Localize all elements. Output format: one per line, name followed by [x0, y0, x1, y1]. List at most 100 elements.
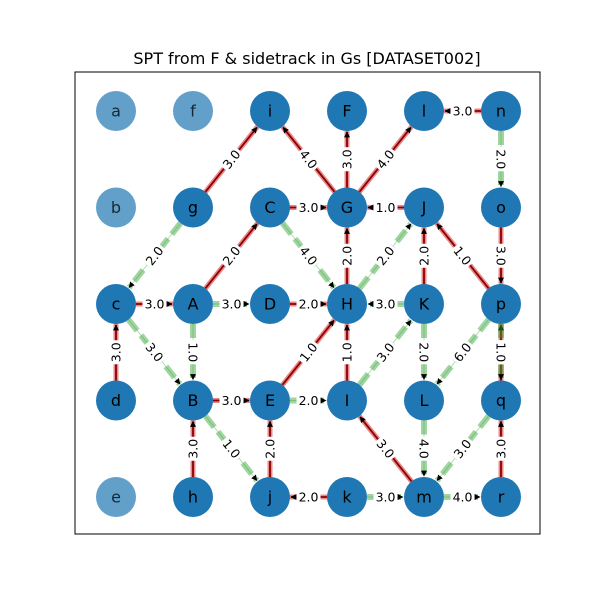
- edge-label-h-B: 3.0: [185, 436, 201, 461]
- node-circle: [404, 91, 444, 131]
- graph-node-b: b: [96, 187, 136, 228]
- edge-label-bg: [493, 436, 509, 461]
- graph-node-F: F: [327, 91, 367, 131]
- node-circle: [327, 187, 367, 228]
- edge-label-bg: [296, 296, 321, 312]
- edge-label-H-G: 2.0: [339, 243, 355, 268]
- edge-label-bg: [448, 337, 477, 367]
- graph-node-B: B: [173, 380, 213, 421]
- edge-weight-label: 2.0: [299, 297, 319, 312]
- edge-label-bg: [371, 337, 400, 367]
- node-circle: [404, 187, 444, 228]
- node-circle: [481, 477, 521, 517]
- edge-weight-label: 3.0: [494, 439, 509, 459]
- node-label: o: [496, 198, 506, 217]
- edge-label-K-H: 3.0: [373, 296, 398, 312]
- edge-label-B-E: 3.0: [219, 392, 244, 409]
- node-circle: [481, 380, 521, 421]
- node-circle: [96, 187, 136, 228]
- edge-label-bg: [217, 144, 246, 174]
- edge-label-bg: [185, 436, 201, 461]
- graph-node-G: G: [327, 187, 367, 228]
- node-circle: [250, 380, 290, 421]
- node-circle: [173, 91, 213, 131]
- edge-label-bg: [371, 434, 400, 464]
- graph-node-E: E: [250, 380, 290, 421]
- edge-label-bg: [448, 434, 477, 464]
- edge-weight-label: 3.0: [376, 490, 396, 505]
- edge-label-A-B: 1.0: [185, 340, 201, 365]
- node-circle: [173, 380, 213, 421]
- node-label: h: [188, 488, 198, 507]
- edge-weight-label: 1.0: [186, 342, 201, 362]
- figure-title: SPT from F & sidetrack in Gs [DATASET002…: [133, 49, 480, 68]
- edge-label-bg: [217, 434, 246, 464]
- edge-weight-label: 2.0: [417, 342, 432, 362]
- edge-label-K-J: 2.0: [416, 243, 432, 268]
- node-label: C: [264, 198, 275, 217]
- node-circle: [404, 284, 444, 324]
- edge-weight-label: 2.0: [340, 246, 355, 266]
- edge-weight-label: 1.0: [376, 200, 396, 215]
- graph-node-h: h: [173, 477, 213, 517]
- edge-label-bg: [294, 337, 323, 367]
- node-label: A: [188, 295, 199, 314]
- node-label: j: [267, 488, 272, 507]
- node-label: l: [422, 102, 426, 121]
- node-label: F: [342, 102, 351, 121]
- edge-weight-label: 3.0: [494, 246, 509, 266]
- graph-node-m: m: [404, 477, 444, 517]
- edge-label-n-l: 3.0: [450, 103, 475, 119]
- edge-label-bg: [294, 144, 323, 174]
- node-label: b: [111, 198, 121, 217]
- graph-node-q: q: [481, 380, 521, 421]
- edge-weight-label: 3.0: [222, 297, 242, 312]
- node-label: g: [188, 198, 198, 217]
- edge-label-C-G: 3.0: [296, 199, 321, 216]
- edge-weight-label: 3.0: [299, 200, 319, 215]
- node-label: a: [111, 102, 121, 121]
- node-circle: [327, 284, 367, 324]
- node-circle: [404, 477, 444, 517]
- edge-label-j-E: 2.0: [262, 436, 278, 461]
- edge-label-c-A: 3.0: [142, 296, 167, 312]
- node-circle: [250, 477, 290, 517]
- node-circle: [96, 284, 136, 324]
- edge-weight-label: 2.0: [299, 393, 319, 408]
- node-circle: [481, 187, 521, 228]
- edge-weight-label: 3.0: [109, 342, 124, 362]
- edge-weight-label: 2.0: [299, 490, 319, 505]
- graph-node-J: J: [404, 187, 444, 228]
- edge-label-bg: [373, 296, 398, 312]
- graph-node-d: d: [96, 380, 136, 421]
- node-label: J: [421, 198, 427, 217]
- edge-label-bg: [373, 199, 398, 216]
- node-label: d: [111, 391, 121, 410]
- graph-node-D: D: [250, 284, 290, 324]
- node-circle: [327, 380, 367, 421]
- graph-node-A: A: [173, 284, 213, 324]
- edge-label-J-G: 1.0: [373, 199, 398, 216]
- edge-label-bg: [185, 340, 201, 365]
- node-circle: [173, 284, 213, 324]
- edge-weight-label: 2.0: [417, 246, 432, 266]
- edge-label-L-m: 4.0: [416, 436, 432, 461]
- edge-label-bg: [416, 436, 432, 461]
- edge-label-bg: [217, 241, 246, 271]
- graph-node-g: g: [173, 187, 213, 228]
- node-label: K: [419, 295, 430, 314]
- edge-label-k-m: 3.0: [373, 489, 398, 505]
- node-circle: [96, 91, 136, 131]
- edge-label-bg: [339, 340, 355, 365]
- graph-node-o: o: [481, 187, 521, 228]
- edge-label-G-F: 3.0: [339, 147, 355, 172]
- node-circle: [404, 380, 444, 421]
- edge-label-bg: [450, 103, 475, 119]
- node-label: k: [342, 488, 352, 507]
- edge-weight-label: 3.0: [340, 149, 355, 169]
- node-circle: [250, 187, 290, 228]
- graph-node-e: e: [96, 477, 136, 517]
- edge-label-m-r: 4.0: [450, 489, 475, 505]
- graph-node-n: n: [481, 91, 521, 131]
